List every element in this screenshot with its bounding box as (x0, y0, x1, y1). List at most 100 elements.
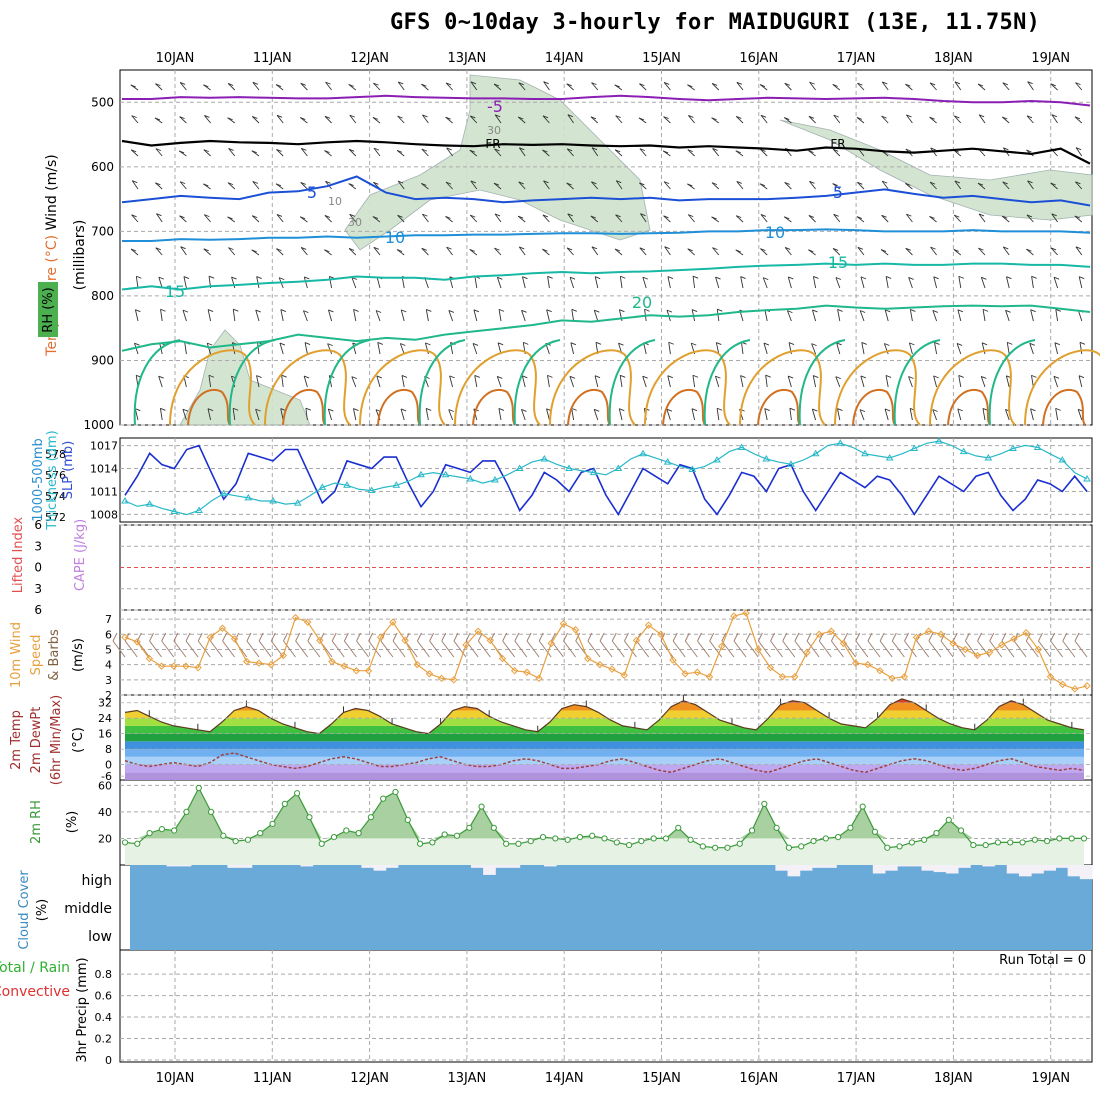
wind-barb-icon (351, 277, 357, 289)
wind-speed-point (474, 627, 482, 635)
wind-barb-icon (740, 375, 746, 379)
wind-speed-point (754, 645, 762, 654)
wind-barb-icon (879, 632, 885, 642)
wind-barb-icon (1075, 181, 1081, 185)
wind-barb-icon (636, 640, 650, 658)
wind-speed-point (839, 639, 848, 648)
wind-speed-point (1083, 682, 1091, 690)
rh-point (736, 840, 743, 847)
wind-barb-icon (372, 216, 379, 219)
isotherm-20-lobe (323, 339, 371, 426)
wind-barb-icon (542, 115, 549, 119)
wind-barb-icon (764, 309, 768, 322)
wind-barb-icon (980, 376, 986, 388)
wind-barb-icon (660, 640, 674, 658)
cloud-high-clear-bar (897, 865, 910, 867)
wind-barb-icon (543, 81, 550, 91)
wind-barb-icon (425, 309, 429, 322)
wind-barb-icon (590, 116, 599, 124)
rh-point (232, 837, 239, 845)
wind-barb-icon (640, 213, 647, 223)
wind-barb-icon (521, 375, 526, 388)
wind-barb-icon (159, 408, 163, 421)
rh-point (539, 834, 547, 841)
wind-barb-icon (149, 632, 154, 642)
rh-point (503, 840, 510, 847)
wind-barb-icon (884, 408, 889, 421)
wind-barb-icon (397, 180, 404, 184)
wind-barb-icon (303, 375, 308, 388)
y-axis-label-temp-b: 2m DewPt (29, 707, 44, 774)
rh-point (429, 839, 436, 846)
rh-point (515, 840, 522, 847)
wind-barb-icon (228, 247, 236, 256)
wind-barb-icon (421, 148, 429, 157)
wind-barb-icon (1005, 375, 1010, 388)
wind-barb-icon (615, 214, 621, 218)
rh-point (158, 826, 165, 833)
wind-barb-icon (324, 215, 331, 218)
wind-barb-icon (1026, 214, 1033, 218)
wind-barb-icon (400, 408, 405, 421)
wind-barb-icon (445, 116, 453, 124)
wind-barb-icon (570, 342, 575, 355)
wind-barb-icon (149, 640, 162, 658)
wind-barb-icon (474, 375, 478, 388)
isotherm-25 (929, 349, 1016, 426)
wind-barb-icon (270, 632, 276, 642)
wind-barb-icon (789, 408, 792, 421)
wind-barb-icon (587, 632, 593, 642)
wind-barb-icon (594, 375, 599, 388)
wind-barb-icon (590, 116, 597, 120)
thickness-point (959, 447, 968, 455)
cloud-high-clear-bar (1006, 865, 1020, 874)
wind-barb-icon (203, 183, 209, 187)
wind-barb-icon (932, 409, 938, 421)
wind-barb-icon (1002, 215, 1008, 219)
rh-point (712, 844, 719, 851)
wind-barb-icon (620, 275, 626, 279)
wind-barb-icon (905, 247, 911, 251)
wind-barb-icon (185, 640, 199, 658)
wind-barb-icon (715, 342, 720, 355)
wind-speed-point (535, 674, 543, 683)
contour-label: 10 (328, 195, 342, 208)
y-axis-label-temp-c: (6hr Min/Max) (49, 695, 64, 785)
wind-barb-icon (794, 640, 808, 658)
wind-barb-icon (567, 213, 574, 223)
wind-barb-icon (639, 148, 647, 157)
wind-barb-icon (134, 309, 139, 322)
wind-barb-icon (757, 632, 763, 642)
wind-barb-icon (131, 180, 139, 190)
y-tick-label-slp: 1011 (90, 485, 118, 498)
wind-speed-point (425, 670, 434, 678)
wind-barb-icon (684, 640, 698, 658)
wind-speed-point (157, 662, 166, 670)
wind-barb-icon (331, 632, 337, 642)
thickness-line (124, 440, 1088, 516)
y-axis-label-wind-a: 10m Wind (9, 622, 24, 688)
rh-point (244, 836, 252, 843)
wind-barb-icon (173, 640, 187, 658)
wind-barb-icon (256, 375, 262, 379)
wind-barb-icon (542, 115, 550, 124)
wind-barb-icon (1026, 248, 1032, 252)
y-tick-label: 600 (91, 160, 114, 174)
wind-barb-icon (1002, 82, 1008, 86)
wind-barb-icon (571, 408, 575, 421)
isotherm-30 (1042, 388, 1086, 426)
wind-barb-icon (642, 376, 647, 388)
wind-barb-icon (130, 84, 136, 88)
isotherm-20-lobe (513, 339, 561, 426)
wind-barb-icon (760, 214, 768, 223)
contour-label: 15 (165, 282, 185, 301)
wind-barb-icon (1074, 632, 1080, 642)
wind-barb-icon (522, 375, 528, 379)
wind-barb-icon (422, 114, 429, 124)
wind-barb-icon (179, 116, 185, 120)
wind-barb-icon (305, 407, 312, 411)
wind-barb-icon (494, 114, 501, 118)
wind-barb-icon (470, 214, 476, 218)
wind-barb-icon (687, 149, 695, 157)
wind-barb-icon (324, 249, 330, 253)
